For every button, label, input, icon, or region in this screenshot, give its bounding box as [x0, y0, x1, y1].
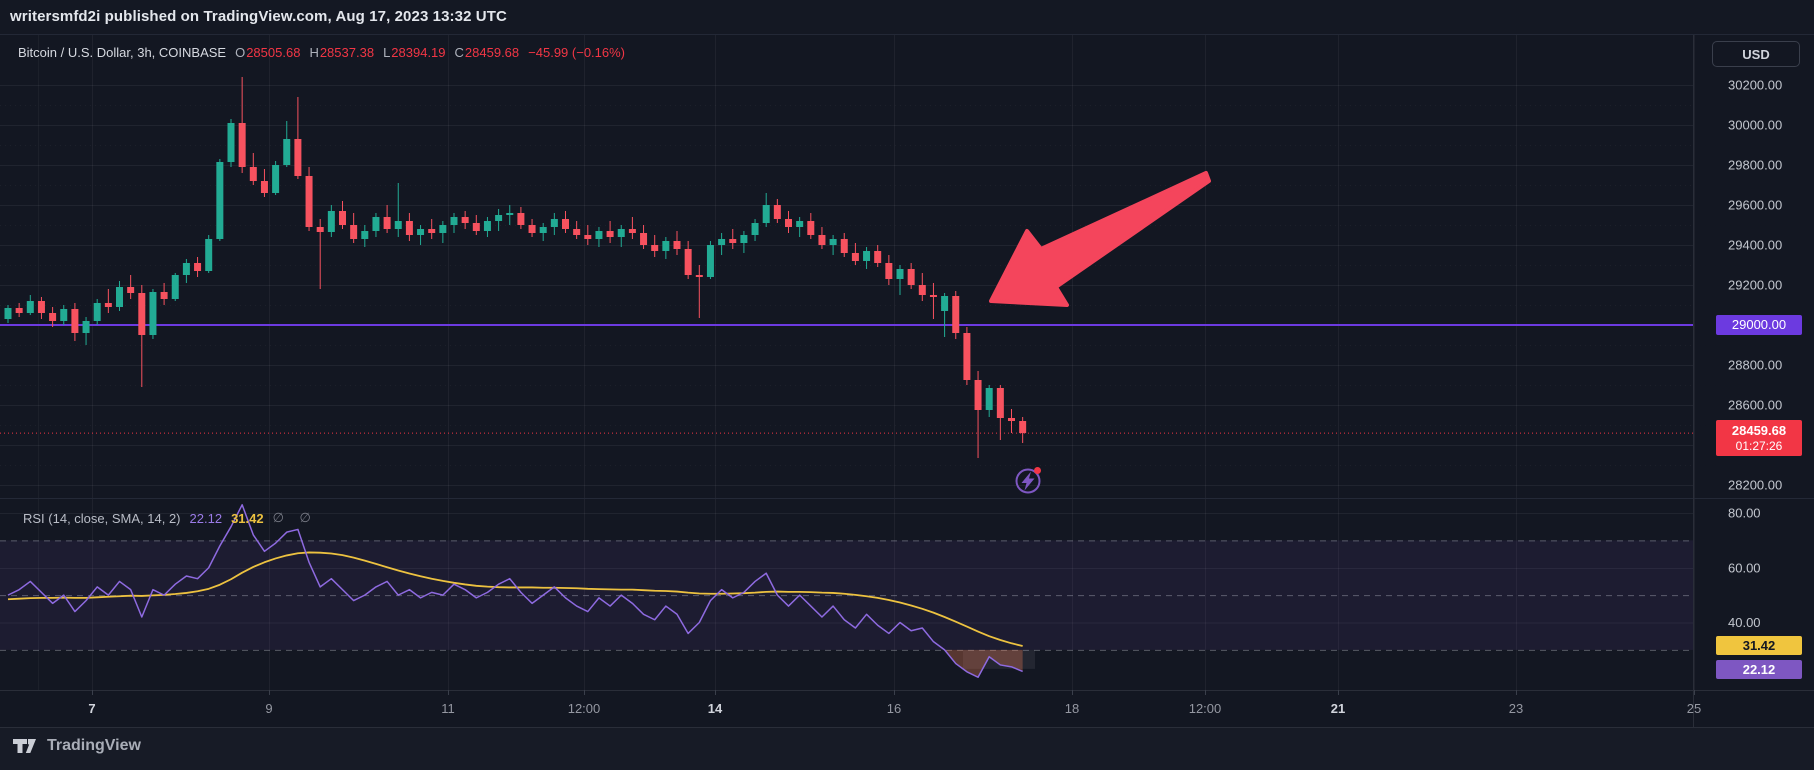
- time-label: 25: [1687, 701, 1701, 716]
- time-axis[interactable]: 7 9 11 12:00 14 16 18 12:00 21 23 25: [88, 690, 1701, 716]
- rsi-oversold-fill: [944, 649, 1023, 678]
- close-value: 28459.68: [464, 45, 520, 60]
- price-axis-label: 29400.00: [1728, 238, 1782, 253]
- time-label: 14: [708, 701, 723, 716]
- rsi-axis-label: 40.00: [1728, 615, 1761, 630]
- close-label: C: [454, 45, 464, 60]
- rsi-axis-label: 80.00: [1728, 506, 1761, 521]
- price-axis[interactable]: 30200.00 30000.00 29800.00 29600.00 29400.00…: [1728, 78, 1782, 631]
- rsi-sma-value: 31.42: [231, 510, 264, 526]
- rsi-value: 22.12: [189, 510, 223, 526]
- rsi-value-badge: 22.12: [1716, 660, 1802, 679]
- time-label: 7: [88, 701, 95, 716]
- time-label: 16: [887, 701, 901, 716]
- high-value: 28537.38: [319, 45, 375, 60]
- rsi-axis-label: 60.00: [1728, 560, 1761, 575]
- open-value: 28505.68: [246, 45, 301, 60]
- change-value: −45.99 (−0.16%): [528, 45, 626, 60]
- publish-bar: writersmfd2i published on TradingView.co…: [0, 0, 1814, 35]
- open-label: O: [235, 45, 246, 60]
- time-label: 18: [1065, 701, 1079, 716]
- currency-toggle-button[interactable]: USD: [1712, 41, 1800, 67]
- symbol-legend: Bitcoin / U.S. Dollar, 3h, COINBASE O 285…: [18, 45, 625, 60]
- low-label: L: [383, 45, 391, 60]
- rsi-line: [7, 504, 1023, 678]
- time-label: 11: [441, 701, 455, 716]
- high-label: H: [309, 45, 319, 60]
- brand-bar: TradingView: [0, 728, 1814, 770]
- price-axis-label: 28200.00: [1728, 478, 1782, 493]
- last-price-value: 28459.68: [1731, 423, 1787, 438]
- symbol-title: Bitcoin / U.S. Dollar, 3h, COINBASE: [18, 45, 227, 60]
- tradingview-logo-text: TradingView: [47, 737, 141, 754]
- notification-dot: [1034, 467, 1041, 474]
- price-axis-label: 28800.00: [1728, 358, 1782, 373]
- rsi-title: RSI (14, close, SMA, 14, 2): [23, 510, 181, 526]
- publish-info: writersmfd2i published on TradingView.co…: [10, 8, 507, 25]
- low-value: 28394.19: [391, 45, 446, 60]
- rsi-band: [0, 540, 1693, 650]
- rsi-sma-line: [7, 551, 1023, 647]
- rsi-sma-badge: 31.42: [1716, 636, 1802, 655]
- price-axis-label: 28600.00: [1728, 398, 1782, 413]
- price-axis-label: 29800.00: [1728, 158, 1782, 173]
- tradingview-logo[interactable]: TradingView: [13, 737, 141, 755]
- price-axis-label: 29600.00: [1728, 198, 1782, 213]
- time-label: 12:00: [568, 701, 601, 716]
- support-level-badge: 29000.00: [1716, 315, 1802, 335]
- rsi-null-values: ∅ ∅: [272, 510, 317, 525]
- flash-event-icon[interactable]: [1015, 467, 1042, 494]
- price-axis-label: 30200.00: [1728, 78, 1782, 93]
- rsi-legend: RSI (14, close, SMA, 14, 2) 22.12 31.42 …: [23, 510, 317, 526]
- time-label: 9: [265, 701, 272, 716]
- bar-countdown: 01:27:26: [1735, 439, 1783, 453]
- time-label: 12:00: [1189, 701, 1222, 716]
- grid: [0, 35, 1695, 690]
- price-axis-label: 30000.00: [1728, 118, 1782, 133]
- tradingview-logo-icon: [13, 738, 36, 753]
- last-price-badge: 28459.68 01:27:26: [1716, 420, 1802, 456]
- time-label: 23: [1509, 701, 1523, 716]
- price-axis-label: 29200.00: [1728, 278, 1782, 293]
- candles: [4, 77, 1027, 458]
- pane-borders: [0, 35, 1814, 728]
- annotation-arrow[interactable]: [989, 171, 1211, 307]
- time-label: 21: [1331, 701, 1345, 716]
